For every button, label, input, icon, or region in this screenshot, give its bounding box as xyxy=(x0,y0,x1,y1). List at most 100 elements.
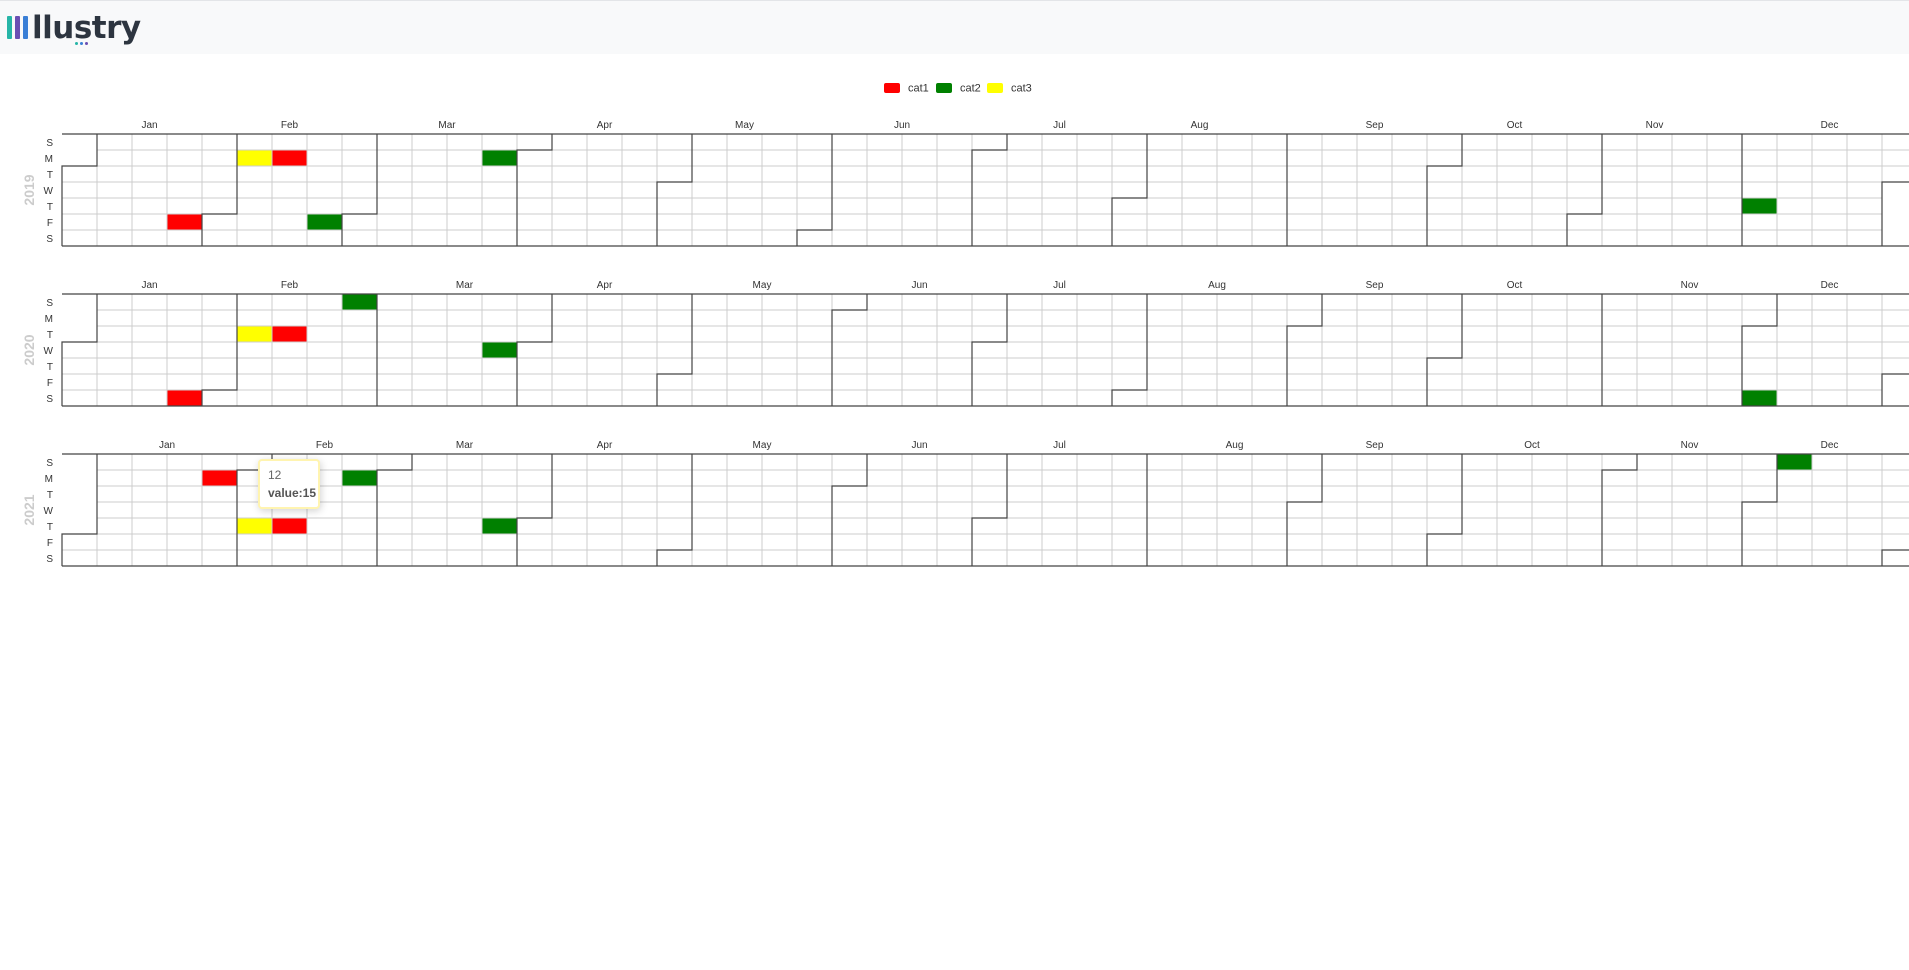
day-cell xyxy=(1811,325,1848,343)
day-cell xyxy=(1111,325,1148,343)
day-cell xyxy=(236,229,273,247)
day-cell xyxy=(1566,213,1603,231)
day-cell xyxy=(1741,357,1778,375)
day-cell xyxy=(1531,389,1568,407)
day-cell xyxy=(481,325,518,343)
day-cell xyxy=(1146,357,1183,375)
day-cell xyxy=(901,197,938,215)
day-cell xyxy=(656,181,693,199)
day-cell xyxy=(1391,229,1428,247)
month-boundary xyxy=(1426,134,1463,246)
day-label: S xyxy=(46,298,53,309)
month-boundary xyxy=(201,134,238,246)
day-cell xyxy=(1636,213,1673,231)
day-cell xyxy=(1146,373,1183,391)
day-cell xyxy=(1216,533,1253,551)
day-cell xyxy=(1881,341,1909,359)
tooltip-value: value:15 xyxy=(268,486,317,500)
day-cell xyxy=(236,133,273,151)
day-cell xyxy=(1776,373,1813,391)
logo-dots-icon xyxy=(75,42,95,46)
data-cell-cat2 xyxy=(481,149,518,167)
day-cell xyxy=(1531,485,1568,503)
day-cell xyxy=(621,517,658,535)
day-cell xyxy=(1041,213,1078,231)
day-cell xyxy=(726,309,763,327)
day-cell xyxy=(1041,133,1078,151)
day-cell xyxy=(586,501,623,519)
day-cell xyxy=(201,373,238,391)
day-cell xyxy=(971,213,1008,231)
day-cell xyxy=(1461,517,1498,535)
day-cell xyxy=(201,341,238,359)
month-boundary xyxy=(376,454,413,566)
day-cell xyxy=(166,485,203,503)
logo[interactable]: llustry xyxy=(7,10,141,46)
day-cell xyxy=(1286,309,1323,327)
day-cell xyxy=(936,229,973,247)
day-label: T xyxy=(47,362,53,373)
day-cell xyxy=(271,293,308,311)
day-cell xyxy=(1286,293,1323,311)
day-cell xyxy=(971,133,1008,151)
day-cell xyxy=(551,213,588,231)
day-cell xyxy=(96,389,133,407)
day-cell xyxy=(1076,309,1113,327)
day-cell xyxy=(1426,549,1463,567)
day-cell xyxy=(586,453,623,471)
day-cell xyxy=(1601,181,1638,199)
day-cell xyxy=(1391,453,1428,471)
day-cell xyxy=(1286,325,1323,343)
day-cell xyxy=(1531,341,1568,359)
day-cell xyxy=(411,213,448,231)
day-cell xyxy=(586,197,623,215)
day-cell xyxy=(481,533,518,551)
month-label: Jul xyxy=(1053,120,1066,131)
day-cell xyxy=(96,533,133,551)
day-cell xyxy=(1146,181,1183,199)
day-cell xyxy=(1846,341,1883,359)
day-cell xyxy=(1706,149,1743,167)
day-cell xyxy=(1426,357,1463,375)
day-cell xyxy=(726,293,763,311)
day-cell xyxy=(831,549,868,567)
day-cell xyxy=(866,165,903,183)
day-cell xyxy=(271,165,308,183)
day-cell xyxy=(1811,389,1848,407)
day-cell xyxy=(1111,549,1148,567)
day-cell xyxy=(1391,149,1428,167)
day-cell xyxy=(1881,357,1909,375)
day-cell xyxy=(1251,469,1288,487)
day-cell xyxy=(1811,485,1848,503)
day-cell xyxy=(516,165,553,183)
day-cell xyxy=(1006,213,1043,231)
day-cell xyxy=(726,469,763,487)
day-cell xyxy=(936,165,973,183)
day-cell xyxy=(551,341,588,359)
day-cell xyxy=(1111,229,1148,247)
day-cell xyxy=(1041,453,1078,471)
day-cell xyxy=(376,133,413,151)
day-cell xyxy=(166,309,203,327)
day-cell xyxy=(481,309,518,327)
day-cell xyxy=(1531,309,1568,327)
day-cell xyxy=(1461,469,1498,487)
month-label: Aug xyxy=(1226,440,1244,451)
day-cell xyxy=(1601,149,1638,167)
day-cell xyxy=(1636,501,1673,519)
day-cell xyxy=(1846,389,1883,407)
day-cell xyxy=(446,181,483,199)
day-cell xyxy=(1216,181,1253,199)
day-cell xyxy=(1426,389,1463,407)
day-cell xyxy=(1741,229,1778,247)
day-cell xyxy=(691,309,728,327)
day-cell xyxy=(551,549,588,567)
day-cell xyxy=(866,501,903,519)
day-cell xyxy=(481,197,518,215)
day-cell xyxy=(1461,357,1498,375)
day-cell xyxy=(831,165,868,183)
day-cell xyxy=(1251,309,1288,327)
day-cell xyxy=(166,229,203,247)
day-cell xyxy=(586,469,623,487)
day-cell xyxy=(376,213,413,231)
